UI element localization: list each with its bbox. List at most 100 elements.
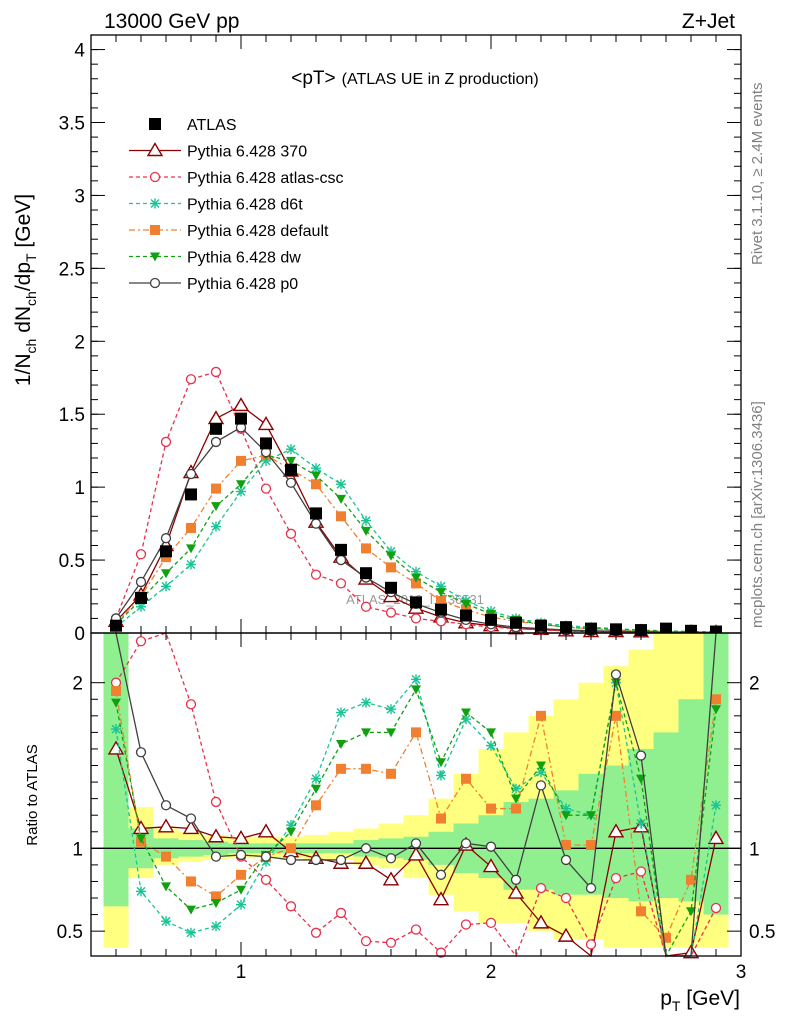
rivet-version-text: Rivet 3.1.10, ≥ 2.4M events xyxy=(749,83,766,266)
series-pythia-dw-point xyxy=(311,471,321,481)
series-pythia-p0-ratio-point xyxy=(435,869,447,880)
series-pythia-d6t-ratio-point xyxy=(236,899,246,910)
series-pythia-default-ratio-point xyxy=(486,803,496,814)
series-pythia-p0-point xyxy=(210,436,222,448)
series-pythia-atlas-csc-point xyxy=(410,613,422,624)
series-pythia-default-ratio-point xyxy=(411,727,421,738)
series-pythia-dw-point xyxy=(286,456,296,466)
series-pythia-d6t-point xyxy=(336,479,346,490)
series-pythia-default-point xyxy=(436,595,446,606)
ratio-y-tick-label-left: 1 xyxy=(72,839,83,860)
ratio-y-tick-label-right: 1 xyxy=(749,839,760,860)
main-y-tick-label: 0 xyxy=(74,624,85,645)
series-pythia-p0-ratio-point xyxy=(360,843,372,854)
series-pythia-d6t-point xyxy=(236,486,246,497)
series-pythia-370-ratio-point xyxy=(232,830,250,845)
series-pythia-atlas-csc-point xyxy=(385,607,397,618)
series-pythia-default-point xyxy=(361,543,371,554)
series-pythia-dw-ratio-point xyxy=(411,685,421,695)
legend: ATLAS Pythia 6.428 370 Pythia 6.428 atlas-… xyxy=(129,117,344,293)
series-pythia-default-ratio-point xyxy=(661,932,671,943)
series-pythia-d6t-point xyxy=(136,601,146,612)
series-pythia-d6t-point xyxy=(286,444,296,455)
ratio-y-tick-label-left: 2 xyxy=(72,674,83,695)
series-pythia-atlas-csc-point xyxy=(335,578,347,589)
series-pythia-default-point xyxy=(186,522,196,533)
series-pythia-atlas-csc-ratio-point xyxy=(110,677,122,688)
series-pythia-p0-ratio-point xyxy=(310,854,322,866)
series-pythia-dw-ratio-point xyxy=(686,907,696,917)
series-pythia-370-ratio-point xyxy=(557,927,575,942)
series-pythia-dw-ratio-point xyxy=(711,705,721,715)
ratio-uncertainty-band-inner xyxy=(653,732,679,899)
series-pythia-p0-ratio-point xyxy=(385,853,397,864)
series-pythia-default-ratio-point xyxy=(686,874,696,885)
series-pythia-dw-ratio-point xyxy=(511,794,521,804)
main-y-axis-label: 1/Nch dNch/dpT [GeV] xyxy=(12,194,39,386)
legend-marker xyxy=(149,171,161,183)
series-pythia-atlas-csc-point xyxy=(160,436,172,448)
legend-marker xyxy=(149,118,161,130)
series-pythia-370-point xyxy=(232,397,250,412)
series-pythia-default-ratio-point xyxy=(511,803,521,814)
series-pythia-dw-point xyxy=(436,588,446,598)
atlas-data-point xyxy=(210,422,222,435)
series-pythia-atlas-csc-point xyxy=(435,616,447,627)
series-pythia-370-point xyxy=(257,416,275,431)
series-pythia-dw-ratio-point xyxy=(211,898,221,908)
atlas-data-point xyxy=(160,545,172,558)
atlas-data-point xyxy=(560,621,572,634)
main-y-tick-label: 4 xyxy=(74,41,85,62)
series-pythia-atlas-csc-ratio-point xyxy=(185,699,197,710)
series-pythia-dw-ratio-point xyxy=(161,882,171,892)
series-pythia-default-ratio-point xyxy=(461,773,471,784)
series-pythia-370-ratio-point xyxy=(207,828,225,843)
series-pythia-default-ratio-point xyxy=(211,891,221,902)
series-pythia-atlas-csc-ratio-point xyxy=(710,902,722,914)
series-pythia-dw-point xyxy=(186,544,196,554)
series-pythia-default-ratio-point xyxy=(361,763,371,774)
x-tick-label: 1 xyxy=(236,962,247,983)
series-pythia-dw-point xyxy=(361,526,371,536)
series-pythia-atlas-csc-ratio-point xyxy=(635,866,647,877)
series-pythia-370-ratio-point xyxy=(257,823,275,838)
series-pythia-atlas-csc-point xyxy=(310,569,322,580)
series-pythia-p0-ratio-point xyxy=(185,813,197,824)
series-pythia-p0-ratio-point xyxy=(460,838,472,849)
series-pythia-atlas-csc-point xyxy=(285,528,297,539)
legend-label: Pythia 6.428 p0 xyxy=(187,276,298,293)
atlas-data-point xyxy=(360,567,372,580)
atlas-data-point xyxy=(185,488,197,501)
legend-marker xyxy=(149,277,161,289)
series-pythia-atlas-csc-point xyxy=(135,549,147,560)
legend-label: Pythia 6.428 atlas-csc xyxy=(187,170,344,187)
ratio-plot: 1 2 30.5 0.51 12 2 xyxy=(57,632,775,983)
series-pythia-370-ratio-point xyxy=(507,884,525,899)
series-pythia-dw-ratio-point xyxy=(361,728,371,738)
ratio-y-axis-label: Ratio to ATLAS xyxy=(24,744,41,845)
series-pythia-d6t-ratio-point xyxy=(386,704,396,715)
series-pythia-p0-ratio-point xyxy=(285,854,297,866)
series-pythia-default-ratio-point xyxy=(711,694,721,705)
series-pythia-370-ratio-point xyxy=(432,891,450,906)
ratio-plot-frame xyxy=(90,632,742,957)
mcplots-text: mcplots.cern.ch [arXiv:1306.3436] xyxy=(749,401,766,628)
legend-marker xyxy=(150,225,160,235)
main-y-tick-label: 2.5 xyxy=(59,259,85,280)
series-pythia-d6t-ratio-point xyxy=(111,724,121,735)
series-pythia-dw-point xyxy=(386,551,396,561)
series-pythia-atlas-csc-ratio-point xyxy=(410,924,422,935)
series-pythia-dw-ratio-point xyxy=(436,758,446,768)
series-pythia-p0-point xyxy=(160,533,172,544)
series-pythia-dw-ratio-point xyxy=(486,728,496,738)
series-pythia-370-ratio-point xyxy=(182,820,200,835)
series-pythia-p0-ratio-point xyxy=(210,851,222,862)
series-pythia-d6t-ratio-point xyxy=(186,927,196,938)
series-pythia-dw-point xyxy=(236,480,246,490)
legend-label: Pythia 6.428 370 xyxy=(187,144,307,161)
series-pythia-370-ratio-point xyxy=(132,820,150,835)
series-pythia-d6t-ratio-point xyxy=(411,674,421,685)
series-pythia-dw-point xyxy=(161,569,171,579)
series-pythia-default-ratio-point xyxy=(336,763,346,774)
